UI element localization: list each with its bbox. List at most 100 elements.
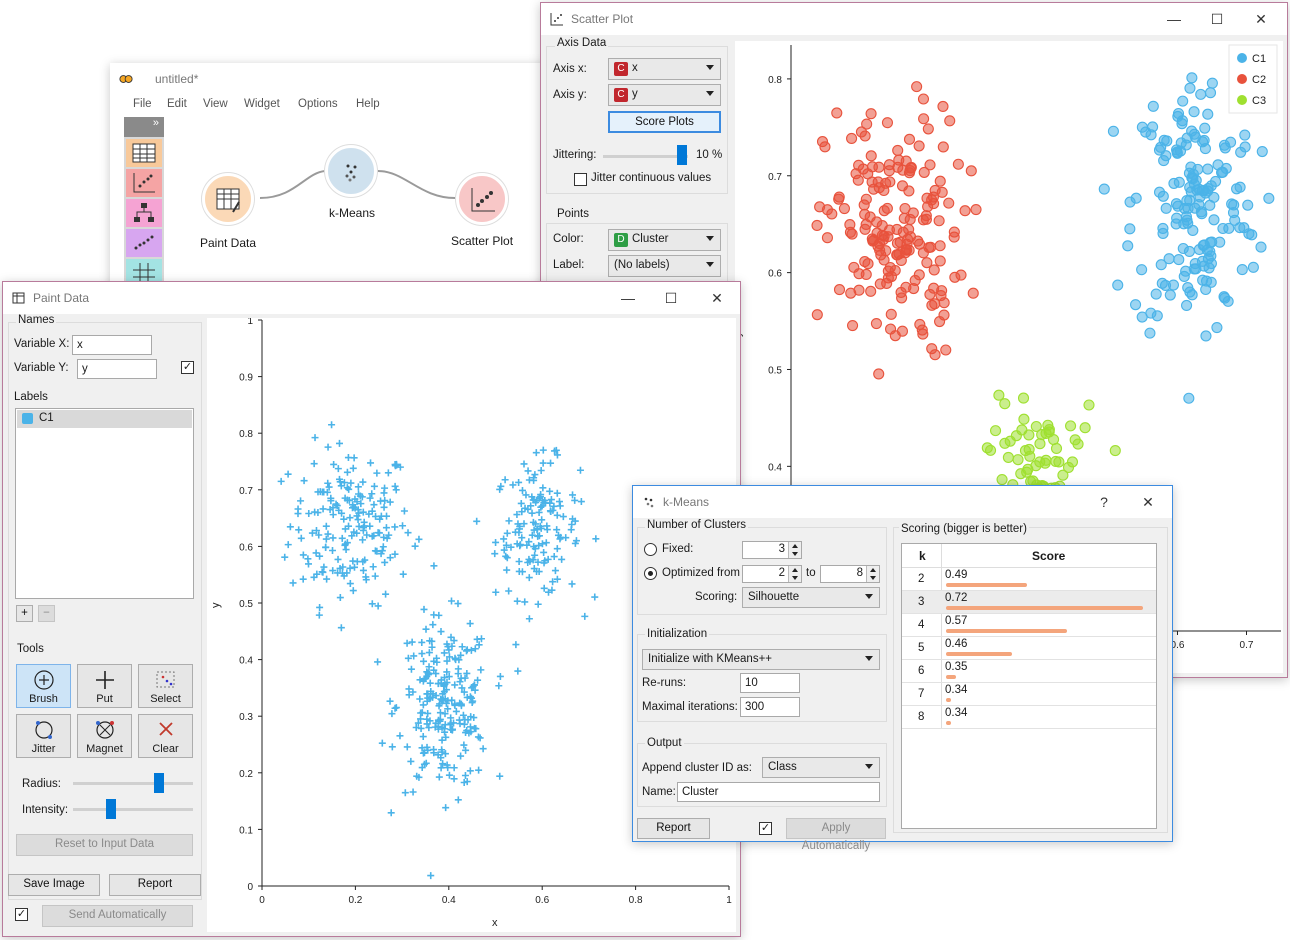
apply-automatically-checkbox[interactable]: ✓ <box>759 822 772 835</box>
y-tick-label: 0.7 <box>239 486 253 497</box>
close-icon[interactable]: ✕ <box>711 290 723 306</box>
toolbox-visualize-category[interactable] <box>126 169 162 197</box>
jitter-continuous-checkbox[interactable] <box>574 173 587 186</box>
data-point <box>502 552 510 560</box>
node-scatter-plot[interactable] <box>456 173 508 225</box>
data-point-c3 <box>989 425 1002 437</box>
data-point <box>492 538 500 546</box>
score-row[interactable]: 7 0.34 <box>902 683 1156 706</box>
reset-to-input-button[interactable]: Reset to Input Data <box>16 834 193 856</box>
data-point-c2 <box>861 118 873 130</box>
data-point <box>415 535 423 543</box>
data-point <box>517 499 525 507</box>
y-tick-label: 0 <box>247 882 253 893</box>
data-point <box>377 550 385 558</box>
data-point <box>324 443 332 451</box>
menu-view[interactable]: View <box>203 98 228 110</box>
color-combo[interactable]: D Cluster <box>608 229 721 251</box>
variable-y-input[interactable]: y <box>77 359 157 379</box>
data-point-c3 <box>1030 460 1042 472</box>
spin-arrows-icon[interactable] <box>788 542 801 558</box>
label-item-c1[interactable]: C1 <box>17 410 192 428</box>
init-method-combo[interactable]: Initialize with KMeans++ <box>642 649 880 670</box>
fixed-radio[interactable] <box>644 543 657 556</box>
minimize-icon[interactable]: — <box>621 290 635 306</box>
apply-automatically-button[interactable]: Apply Automatically <box>786 818 886 852</box>
score-row[interactable]: 3 0.72 <box>902 591 1156 614</box>
score-row[interactable]: 5 0.46 <box>902 637 1156 660</box>
magnet-tool-button[interactable]: Magnet <box>77 714 132 758</box>
optimized-radio[interactable] <box>644 567 657 580</box>
report-button[interactable]: Report <box>109 874 201 896</box>
maximize-icon[interactable]: ☐ <box>664 290 678 306</box>
score-row[interactable]: 4 0.57 <box>902 614 1156 637</box>
label-combo[interactable]: (No labels) <box>608 255 721 277</box>
select-tool-button[interactable]: Select <box>138 664 193 708</box>
toolbox-data-category[interactable] <box>126 139 162 167</box>
brush-tool-button[interactable]: Brush <box>16 664 71 708</box>
menu-edit[interactable]: Edit <box>167 98 187 110</box>
put-tool-button[interactable]: Put <box>77 664 132 708</box>
cluster-name-input[interactable]: Cluster <box>677 782 880 802</box>
data-point-c1 <box>1136 311 1148 323</box>
append-cluster-combo[interactable]: Class <box>762 757 880 778</box>
node-paint-data[interactable] <box>202 173 254 225</box>
menu-widget[interactable]: Widget <box>244 98 280 110</box>
clear-tool-button[interactable]: Clear <box>138 714 193 758</box>
score-row[interactable]: 6 0.35 <box>902 660 1156 683</box>
add-label-button[interactable]: + <box>16 605 33 622</box>
radius-slider-handle[interactable] <box>154 773 164 793</box>
score-row[interactable]: 2 0.49 <box>902 568 1156 591</box>
send-automatically-checkbox[interactable]: ✓ <box>15 908 28 921</box>
minimize-icon[interactable]: — <box>1167 11 1181 27</box>
score-plots-button[interactable]: Score Plots <box>608 111 721 133</box>
spin-arrows-icon[interactable] <box>866 566 879 582</box>
close-icon[interactable]: ✕ <box>1142 494 1154 510</box>
score-row[interactable]: 8 0.34 <box>902 706 1156 729</box>
data-point <box>556 535 564 543</box>
jitter-tool-button[interactable]: Jitter <box>16 714 71 758</box>
toolbox-model-category[interactable] <box>126 199 162 227</box>
node-kmeans[interactable] <box>325 145 377 197</box>
intensity-slider-handle[interactable] <box>106 799 116 819</box>
data-point <box>289 579 297 587</box>
help-icon[interactable]: ? <box>1100 494 1108 510</box>
scoring-table[interactable]: k Score 2 0.49 3 0.72 4 0.57 5 0.46 6 0.35 7 0.34 8 0… <box>901 543 1157 829</box>
fixed-spinbox[interactable]: 3 <box>742 541 802 559</box>
jittering-slider-track[interactable] <box>603 155 688 158</box>
radius-slider-track[interactable] <box>73 782 193 785</box>
toolbox-collapse-button[interactable]: » <box>124 117 164 137</box>
variable-x-input[interactable]: x <box>72 335 152 355</box>
data-point-c2 <box>948 231 960 243</box>
data-point-c1 <box>1188 106 1200 118</box>
save-image-button[interactable]: Save Image <box>8 874 100 896</box>
reruns-input[interactable]: 10 <box>740 673 800 693</box>
spin-arrows-icon[interactable] <box>788 566 801 582</box>
labels-list[interactable]: C1 <box>15 408 194 599</box>
intensity-slider-track[interactable] <box>73 808 193 811</box>
scoring-combo[interactable]: Silhouette <box>742 587 880 608</box>
max-iterations-input[interactable]: 300 <box>740 697 800 717</box>
menu-help[interactable]: Help <box>356 98 380 110</box>
kmeans-report-button[interactable]: Report <box>637 818 710 839</box>
maximize-icon[interactable]: ☐ <box>1210 11 1224 27</box>
send-automatically-button[interactable]: Send Automatically <box>42 905 193 927</box>
close-icon[interactable]: ✕ <box>1255 11 1267 27</box>
jitter-icon <box>35 721 53 739</box>
optimized-from-spinbox[interactable]: 2 <box>742 565 802 583</box>
toolbox-evaluate-category[interactable] <box>126 229 162 257</box>
jittering-slider-handle[interactable] <box>677 145 687 165</box>
data-point <box>450 775 458 783</box>
data-point-c2 <box>811 219 823 231</box>
x-axis-label: x <box>492 917 498 929</box>
optimized-to-spinbox[interactable]: 8 <box>820 565 880 583</box>
flip-axes-checkbox[interactable]: ✓ <box>181 361 194 374</box>
magnet-tool-label: Magnet <box>86 743 123 755</box>
menu-file[interactable]: File <box>133 98 152 110</box>
data-point-c1 <box>1129 299 1142 311</box>
menu-options[interactable]: Options <box>298 98 338 110</box>
data-point <box>380 503 388 511</box>
remove-label-button[interactable]: − <box>38 605 55 622</box>
